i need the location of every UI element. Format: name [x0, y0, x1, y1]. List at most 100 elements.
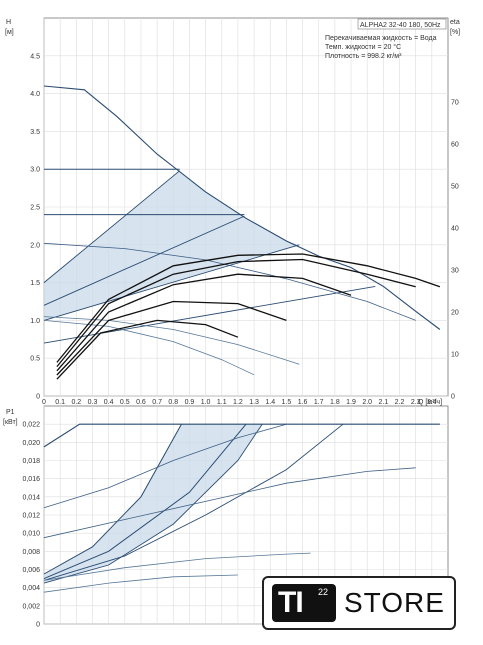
- head-y2-tick-label: 10: [451, 352, 459, 359]
- power-curve-max_curve-0: [43, 423, 440, 448]
- head-x-tick-label: 1.6: [298, 399, 308, 406]
- head-y2label: eta: [450, 19, 460, 26]
- head-x-tick-label: 0.5: [120, 399, 130, 406]
- head-curve-eta-11: [56, 258, 416, 368]
- power-y-tick-label: 0,016: [22, 476, 40, 483]
- head-curve-fixed-9: [43, 320, 255, 376]
- head-curves: [43, 85, 441, 380]
- power-curve-const_pressure-1: [43, 423, 182, 575]
- head-y2-tick-label: 50: [451, 184, 459, 191]
- head-y-tick-label: 1.5: [30, 280, 40, 287]
- head-curve-fixed-8: [43, 316, 300, 365]
- power-y-tick-label: 0,004: [22, 585, 40, 592]
- head-y-tick-label: 2.0: [30, 242, 40, 249]
- head-x-tick-label: 0.7: [152, 399, 162, 406]
- head-grid: [43, 18, 448, 397]
- head-x-tick-label: 1.3: [249, 399, 259, 406]
- info-model-box: [357, 18, 447, 30]
- logo-ti-text: TI: [278, 586, 304, 619]
- power-curves: [43, 423, 440, 593]
- power-curve-prop_pressure-4: [43, 423, 344, 581]
- head-x-tick-label: 2.2: [395, 399, 405, 406]
- power-curve-autoadapt-6: [43, 467, 416, 539]
- head-ylabel: H: [6, 19, 11, 26]
- head-x-tick-label: 0.8: [168, 399, 178, 406]
- power-y-ticks: 0 0,002 0,004 0,006 0,008 0,010 0,012 0,014 0,01…: [22, 422, 40, 629]
- head-y2-ticks: 0 10 20 30 40 50 60 70: [451, 100, 459, 401]
- head-y2-tick-label: 40: [451, 226, 459, 233]
- head-y2-tick-label: 20: [451, 310, 459, 317]
- power-y-tick-label: 0,002: [22, 603, 40, 610]
- head-y-tick-label: 3.0: [30, 167, 40, 174]
- head-ylabel-unit: [м]: [5, 29, 14, 36]
- head-curve-eta-10: [56, 253, 441, 363]
- head-x-tick-label: 2.0: [362, 399, 372, 406]
- head-x-tick-label: 2.1: [378, 399, 388, 406]
- head-y2label-unit: [%]: [450, 29, 460, 36]
- head-x-tick-label: 2.3: [411, 399, 421, 406]
- head-curve-eta-13: [56, 300, 287, 376]
- head-x-tick-label: 1.7: [314, 399, 324, 406]
- power-ylabel: P1: [6, 409, 15, 416]
- power-curve-fixed-7: [43, 552, 311, 581]
- info-liquid: Перекачиваемая жидкость = Вода: [325, 35, 437, 42]
- head-y-tick-label: 4.0: [30, 91, 40, 98]
- head-curve-prop_pressure-5: [43, 244, 300, 321]
- head-y-tick-label: 0.5: [30, 356, 40, 363]
- head-y2-tick-label: 70: [451, 100, 459, 107]
- head-y-tick-label: 0: [36, 394, 40, 401]
- head-x-tick-label: 0.3: [88, 399, 98, 406]
- head-y2-tick-label: 60: [451, 142, 459, 149]
- power-y-tick-label: 0,008: [22, 549, 40, 556]
- head-x-tick-label: 2.4: [427, 399, 437, 406]
- power-curve-const_pressure-2: [43, 423, 247, 580]
- power-curve-prop_pressure-3: [43, 423, 263, 584]
- head-x-tick-label: 1.5: [282, 399, 292, 406]
- head-operating-area: [44, 170, 300, 321]
- power-y-tick-label: 0: [36, 622, 40, 629]
- power-y-tick-label: 0,014: [22, 494, 40, 501]
- head-y2-tick-label: 30: [451, 268, 459, 275]
- head-x-tick-label: 1.9: [346, 399, 356, 406]
- head-curve-autoadapt-7: [43, 242, 416, 321]
- power-y-tick-label: 0,012: [22, 513, 40, 520]
- power-y-tick-label: 0,022: [22, 422, 40, 429]
- head-shaded-region: [44, 170, 300, 321]
- power-y-tick-label: 0,006: [22, 567, 40, 574]
- info-density: Плотность = 998.2 кг/м³: [325, 53, 402, 60]
- power-operating-area: [44, 424, 263, 584]
- head-xlabel: Q [м³/ч]: [418, 399, 442, 406]
- head-x-tick-label: 1.0: [201, 399, 211, 406]
- head-y-tick-label: 3.5: [30, 129, 40, 136]
- info-model: ALPHA2 32-40 180, 50Hz: [360, 22, 441, 29]
- head-curve-prop_pressure-4: [43, 215, 245, 306]
- power-curve-fixed-8: [43, 574, 238, 593]
- power-y-tick-label: 0,018: [22, 458, 40, 465]
- head-x-ticks: 0 0.1 0.2 0.3 0.4 0.5 0.6 0.7 0.8 0.9 1.0 1.1 1.2 1.3…: [42, 399, 437, 406]
- head-x-tick-label: 0.9: [185, 399, 195, 406]
- head-x-tick-label: 1.1: [217, 399, 227, 406]
- head-y-tick-label: 2.5: [30, 205, 40, 212]
- power-y-tick-label: 0,020: [22, 440, 40, 447]
- head-y2-tick-label: 0: [451, 394, 455, 401]
- head-y-ticks: 0 0.5 1.0 1.5 2.0 2.5 3.0 3.5 4.0 4.5: [30, 53, 40, 400]
- power-ylabel-unit: [кВт]: [3, 419, 18, 426]
- head-y-tick-label: 4.5: [30, 53, 40, 60]
- head-x-tick-label: 1.4: [265, 399, 275, 406]
- head-x-tick-label: 0: [42, 399, 46, 406]
- logo-ti-number: 22: [318, 587, 329, 597]
- power-curve-autoadapt-5: [43, 423, 287, 509]
- head-curve-eta-12: [56, 273, 352, 372]
- power-shaded-region: [44, 424, 263, 584]
- head-x-tick-label: 0.1: [55, 399, 65, 406]
- head-curve-max_curve-0: [43, 85, 441, 330]
- logo-store-text: STORE: [344, 587, 445, 618]
- store-logo: TI 22 STORE: [262, 576, 456, 630]
- head-x-tick-label: 1.8: [330, 399, 340, 406]
- head-x-tick-label: 1.2: [233, 399, 243, 406]
- power-y-tick-label: 0,010: [22, 531, 40, 538]
- head-curve-eta-14: [56, 319, 239, 380]
- head-curve-prop_pressure-3: [43, 170, 180, 283]
